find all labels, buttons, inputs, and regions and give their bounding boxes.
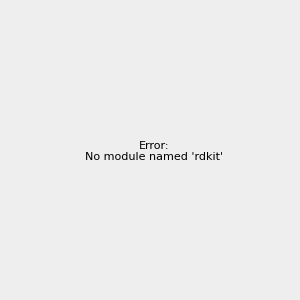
Text: Error:
No module named 'rdkit': Error: No module named 'rdkit' [85,141,223,162]
